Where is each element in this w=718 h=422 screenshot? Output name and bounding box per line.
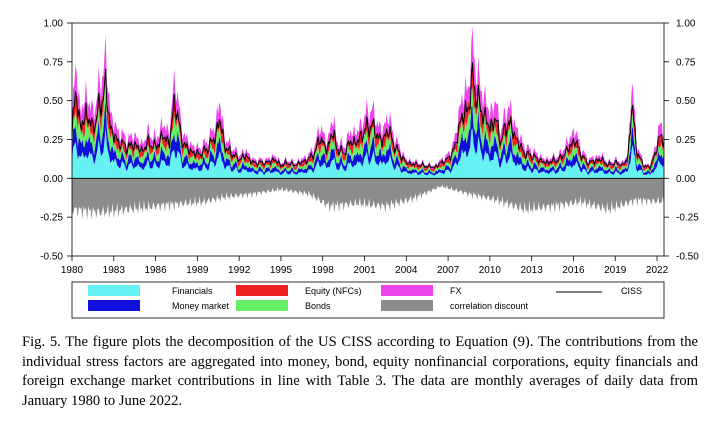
y-tick-label-left: 0.75 <box>44 57 64 68</box>
y-tick-label-right: 0.00 <box>676 174 696 185</box>
legend-swatch-money-market <box>88 300 140 311</box>
y-tick-label-right: 1.00 <box>676 19 696 30</box>
x-tick-label: 2013 <box>521 265 544 276</box>
y-tick-label-right: 0.75 <box>676 57 696 68</box>
legend-swatch-bonds <box>236 300 288 311</box>
legend-label-bonds: Bonds <box>305 301 331 311</box>
x-tick-label: 2001 <box>353 265 376 276</box>
x-tick-label: 2019 <box>604 265 627 276</box>
x-tick-label: 2010 <box>479 265 502 276</box>
x-tick-label: 1992 <box>228 265 251 276</box>
area-fx <box>72 26 664 171</box>
legend-label-equity-nfcs: Equity (NFCs) <box>305 286 362 296</box>
area-equity-nfcs <box>72 62 664 172</box>
x-tick-label: 1983 <box>103 265 126 276</box>
legend-label-money-market: Money market <box>172 301 230 311</box>
y-tick-label-left: 0.50 <box>44 96 64 107</box>
axes: 1.00 1.00 0.75 0.75 0.50 0.50 0.25 0.25 0.00 0.00… <box>40 19 699 277</box>
legend-label-ciss: CISS <box>621 286 642 296</box>
x-tick-label: 1980 <box>61 265 84 276</box>
legend-swatch-equity-nfcs <box>236 285 288 296</box>
y-tick-label-left: 0.25 <box>44 135 64 146</box>
plot-area <box>71 26 665 221</box>
x-tick-label: 2007 <box>437 265 460 276</box>
legend-label-correlation-discount: correlation discount <box>450 301 529 311</box>
legend: Financials Money market Equity (NFCs) Bo… <box>71 281 665 319</box>
y-tick-label-right: 0.25 <box>676 135 696 146</box>
y-tick-label-right: -0.50 <box>676 252 699 263</box>
x-tick-label: 1989 <box>186 265 209 276</box>
area-money-market <box>72 98 664 176</box>
x-tick-label: 1995 <box>270 265 293 276</box>
x-tick-label: 1986 <box>144 265 167 276</box>
x-tick-label: 2016 <box>562 265 585 276</box>
x-tick-label: 1998 <box>312 265 335 276</box>
legend-swatch-fx <box>381 285 433 296</box>
legend-swatch-correlation-discount <box>381 300 433 311</box>
area-correlation-discount <box>72 178 664 221</box>
y-tick-label-left: 1.00 <box>44 19 64 30</box>
area-bonds <box>72 78 664 174</box>
area-financials <box>72 128 664 179</box>
y-tick-label-left: 0.00 <box>44 174 64 185</box>
legend-swatch-financials <box>88 285 140 296</box>
legend-box <box>71 281 665 319</box>
line-ciss <box>71 62 665 171</box>
legend-label-financials: Financials <box>172 286 213 296</box>
figure-caption: Fig. 5. The figure plots the decompositi… <box>22 334 698 409</box>
y-tick-label-right: 0.50 <box>676 96 696 107</box>
y-tick-label-left: -0.25 <box>40 213 63 224</box>
ciss-decomposition-chart: 1.00 1.00 0.75 0.75 0.50 0.50 0.25 0.25 0.00 0.00… <box>40 19 699 319</box>
y-tick-label-right: -0.25 <box>676 213 699 224</box>
legend-label-fx: FX <box>450 286 462 296</box>
x-tick-label: 2022 <box>646 265 669 276</box>
y-tick-label-left: -0.50 <box>40 252 63 263</box>
x-tick-label: 2004 <box>395 265 418 276</box>
